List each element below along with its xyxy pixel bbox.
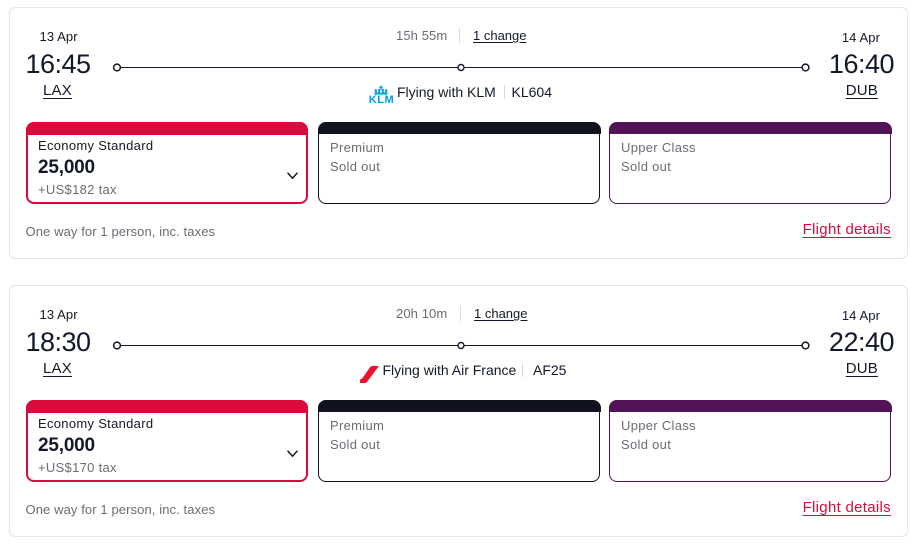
- svg-text:KLM: KLM: [369, 94, 394, 106]
